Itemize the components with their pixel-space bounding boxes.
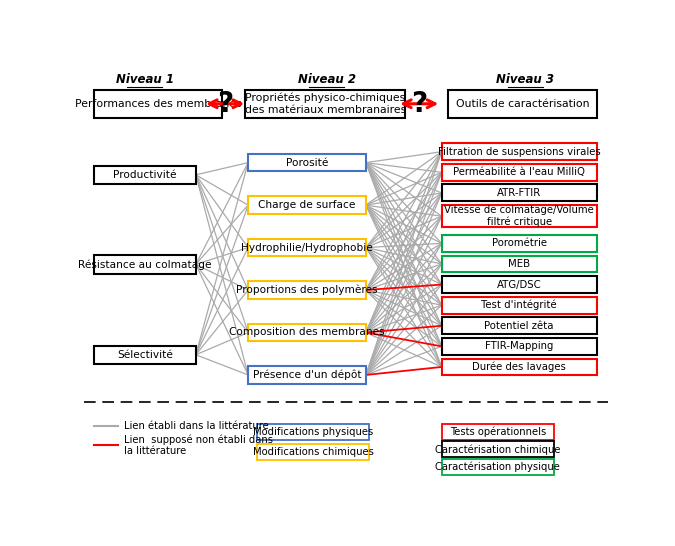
Text: Test d'intégrité: Test d'intégrité (481, 300, 557, 311)
FancyBboxPatch shape (441, 338, 597, 355)
Text: Sélectivité: Sélectivité (117, 350, 173, 360)
FancyBboxPatch shape (248, 196, 366, 214)
Text: ?: ? (217, 90, 233, 118)
FancyBboxPatch shape (248, 239, 366, 257)
Text: Potentiel zêta: Potentiel zêta (485, 321, 554, 331)
FancyBboxPatch shape (448, 90, 597, 117)
FancyBboxPatch shape (441, 143, 597, 160)
Text: Modifications chimiques: Modifications chimiques (253, 447, 374, 457)
Text: Charge de surface: Charge de surface (259, 200, 356, 210)
Text: ATR-FTIR: ATR-FTIR (497, 188, 541, 198)
FancyBboxPatch shape (441, 441, 554, 458)
Text: Présence d'un dépôt: Présence d'un dépôt (252, 370, 361, 380)
Text: Outils de caractérisation: Outils de caractérisation (456, 99, 589, 109)
Text: MEB: MEB (508, 259, 530, 269)
FancyBboxPatch shape (94, 255, 196, 274)
FancyBboxPatch shape (94, 165, 196, 184)
Text: Caractérisation physique: Caractérisation physique (435, 462, 560, 472)
Text: Résistance au colmatage: Résistance au colmatage (78, 259, 211, 270)
Text: Modifications physiques: Modifications physiques (253, 427, 373, 437)
FancyBboxPatch shape (248, 324, 366, 341)
Text: ?: ? (411, 90, 427, 118)
FancyBboxPatch shape (441, 205, 597, 227)
Text: Niveau 2: Niveau 2 (298, 73, 356, 86)
FancyBboxPatch shape (441, 235, 597, 252)
FancyBboxPatch shape (441, 459, 554, 475)
Text: Niveau 1: Niveau 1 (115, 73, 173, 86)
FancyBboxPatch shape (248, 281, 366, 299)
FancyBboxPatch shape (94, 90, 222, 117)
Text: Durée des lavages: Durée des lavages (472, 361, 566, 372)
FancyBboxPatch shape (248, 366, 366, 384)
FancyBboxPatch shape (441, 276, 597, 293)
FancyBboxPatch shape (257, 444, 369, 460)
Text: Niveau 3: Niveau 3 (496, 73, 554, 86)
FancyBboxPatch shape (441, 359, 597, 375)
Text: Lien établi dans la littérature: Lien établi dans la littérature (124, 422, 269, 431)
FancyBboxPatch shape (441, 256, 597, 272)
FancyBboxPatch shape (441, 185, 597, 201)
Text: Porosité: Porosité (286, 158, 328, 168)
Text: Caractérisation chimique: Caractérisation chimique (435, 444, 561, 455)
FancyBboxPatch shape (94, 346, 196, 364)
Text: Proportions des polymères: Proportions des polymères (236, 285, 378, 295)
Text: Composition des membranes: Composition des membranes (229, 328, 385, 337)
Text: ATG/DSC: ATG/DSC (497, 280, 541, 289)
FancyBboxPatch shape (257, 424, 369, 440)
FancyBboxPatch shape (441, 297, 597, 313)
FancyBboxPatch shape (246, 90, 405, 117)
Text: Lien  supposé non établi dans
la littérature: Lien supposé non établi dans la littérat… (124, 434, 273, 456)
FancyBboxPatch shape (441, 164, 597, 181)
Text: FTIR-Mapping: FTIR-Mapping (485, 341, 554, 352)
Text: Hydrophilie/Hydrophobie: Hydrophilie/Hydrophobie (241, 242, 373, 253)
Text: Perméabilité à l'eau MilliQ: Perméabilité à l'eau MilliQ (453, 167, 585, 177)
Text: Filtration de suspensions virales: Filtration de suspensions virales (437, 147, 601, 157)
FancyBboxPatch shape (248, 154, 366, 171)
Text: Propriétés physico-chimiques
des matériaux membranaires: Propriétés physico-chimiques des matéria… (244, 93, 406, 115)
Text: Productivité: Productivité (113, 170, 177, 180)
Text: Porométrie: Porométrie (491, 239, 547, 248)
FancyBboxPatch shape (441, 424, 554, 440)
Text: Vitesse de colmatage/Volume
filtré critique: Vitesse de colmatage/Volume filtré criti… (444, 205, 594, 227)
Text: Performances des membranes: Performances des membranes (74, 99, 241, 109)
FancyBboxPatch shape (441, 317, 597, 334)
Text: Tests opérationnels: Tests opérationnels (450, 426, 546, 437)
